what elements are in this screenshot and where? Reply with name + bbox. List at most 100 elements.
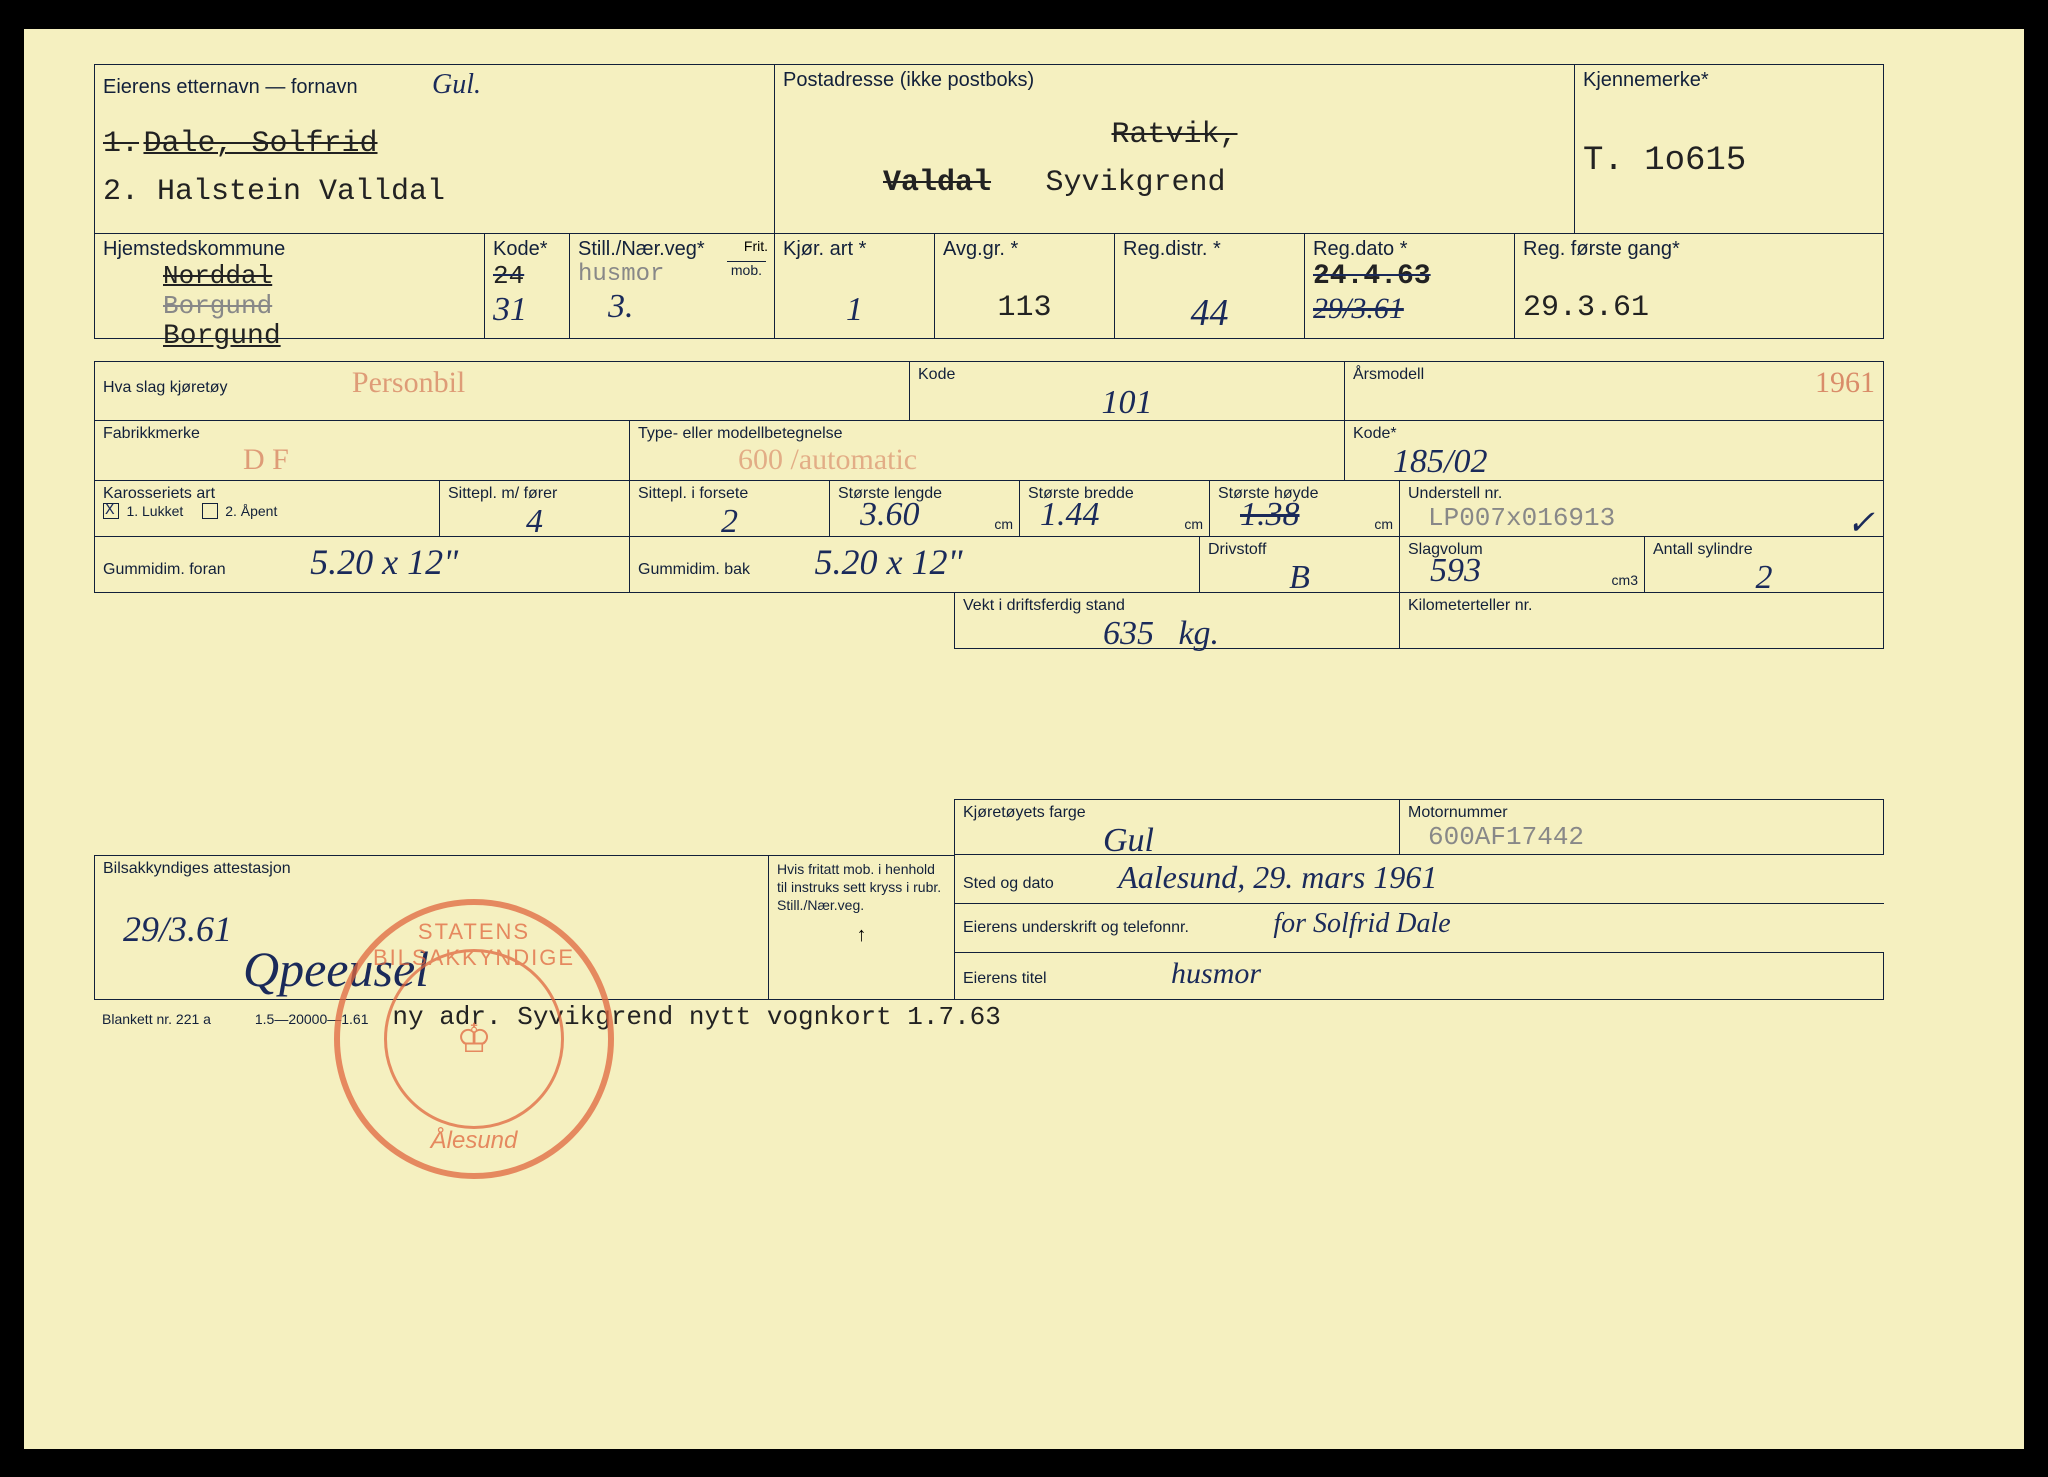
fritatt-text: Hvis fritatt mob. i henhold til instruks… — [777, 860, 946, 915]
farge-label: Kjøretøyets farge — [963, 804, 1086, 821]
lengde-cell: Største lengde 3.60 cm — [829, 481, 1019, 537]
aar-label: Årsmodell — [1353, 366, 1424, 383]
plate-label: Kjennemerke* — [1583, 69, 1709, 91]
bredde-val: 1.44 — [1040, 496, 1100, 534]
owner-name-2: 2. Halstein Valldal — [103, 175, 766, 209]
kaross-label: Karosseriets art — [103, 485, 431, 503]
aar-cell: Årsmodell 1961 — [1344, 361, 1884, 421]
plate-value: T. 1o615 — [1583, 142, 1875, 180]
stamp-crest-icon: ♔ — [384, 949, 564, 1129]
still-val1: husmor — [578, 261, 664, 288]
hva-label: Hva slag kjøretøy — [103, 379, 227, 396]
still-frit: Frit. — [744, 238, 768, 254]
vkode-cell: Kode 101 — [909, 361, 1344, 421]
section-owner: Eierens etternavn — fornavn Gul. 1. Dale… — [94, 64, 1974, 234]
slagv-cell: Slagvolum 593 cm3 — [1399, 537, 1644, 593]
gummi1-cell: Gummidim. foran 5.20 x 12" — [94, 537, 629, 593]
municipality-struck1: Norddal — [163, 261, 272, 291]
kode3-label: Kode* — [1353, 425, 1397, 442]
gummi2-val: 5.20 x 12" — [814, 542, 962, 582]
sitt2-val: 2 — [638, 503, 821, 541]
regdato-val1: 24.4.63 — [1313, 261, 1506, 292]
kaross-opt2: 2. Åpent — [225, 503, 277, 519]
km-cell: Kilometerteller nr. — [1399, 593, 1884, 649]
undersk-label: Eierens underskrift og telefonnr. — [963, 919, 1189, 936]
municipality-cell: Hjemstedskommune Norddal Borgund Borgund — [94, 234, 484, 339]
drivst-val: B — [1208, 559, 1391, 597]
address-line1: Ratvik, — [1111, 118, 1237, 152]
fabr-val: D F — [243, 443, 621, 477]
farge-cell: Kjøretøyets farge Gul — [954, 799, 1399, 855]
vekt-unit: kg. — [1178, 615, 1219, 652]
avg-label: Avg.gr. * — [943, 238, 1018, 260]
sylind-val: 2 — [1653, 559, 1875, 597]
plate-cell: Kjennemerke* T. 1o615 — [1574, 64, 1884, 234]
sylind-label: Antall sylindre — [1653, 541, 1753, 558]
address-line2b: Syvikgrend — [1045, 166, 1225, 200]
hva-cell: Hva slag kjøretøy Personbil — [94, 361, 909, 421]
still-label: Still./Nær.veg* — [578, 238, 705, 260]
sitt2-cell: Sittepl. i forsete 2 — [629, 481, 829, 537]
drivst-label: Drivstoff — [1208, 541, 1266, 558]
hoyde-val: 1.38 — [1240, 496, 1300, 534]
still-cell: Still./Nær.veg* Frit. husmor mob. 3. — [569, 234, 774, 339]
vkode-val: 101 — [918, 384, 1336, 422]
sitt2-label: Sittepl. i forsete — [638, 485, 748, 502]
lengde-val: 3.60 — [860, 496, 920, 534]
hoyde-cell: Største høyde 1.38 cm — [1209, 481, 1399, 537]
owner-name-cell: Eierens etternavn — fornavn Gul. 1. Dale… — [94, 64, 774, 234]
motor-val: 600AF17442 — [1428, 822, 1875, 852]
kjor-cell: Kjør. art * 1 — [774, 234, 934, 339]
stamp-text-top: STATENS BILSAKKYNDIGE — [340, 919, 608, 971]
kode-cell: Kode* 24 31 — [484, 234, 569, 339]
gummi2-cell: Gummidim. bak 5.20 x 12" — [629, 537, 1199, 593]
underst-cell: Understell nr. LP007x016913 ✓ — [1399, 481, 1884, 537]
undersk-cell: Eierens underskrift og telefonnr. for So… — [954, 904, 1884, 953]
kjor-val: 1 — [783, 291, 926, 329]
underst-label: Understell nr. — [1408, 485, 1502, 502]
still-val2: 3. — [608, 288, 766, 326]
address-line2a: Valdal — [883, 166, 991, 200]
lengde-unit: cm — [994, 516, 1013, 532]
attest-label: Bilsakkyndiges attestasjon — [103, 860, 291, 877]
regdistr-cell: Reg.distr. * 44 — [1114, 234, 1304, 339]
kaross-cell: Karosseriets art 1. Lukket 2. Åpent — [94, 481, 439, 537]
kode-val1: 24 — [493, 261, 561, 291]
typemod-cell: Type- eller modellbetegnelse 600 /automa… — [629, 421, 1344, 481]
bredde-cell: Største bredde 1.44 cm — [1019, 481, 1209, 537]
owner-name-note: Gul. — [432, 69, 481, 100]
official-stamp: STATENS BILSAKKYNDIGE ♔ Ålesund — [334, 899, 614, 1179]
kode3-val: 185/02 — [1393, 443, 1875, 481]
typemod-val: 600 /automatic — [738, 443, 1336, 477]
municipality-label: Hjemstedskommune — [103, 238, 285, 260]
slagv-val: 593 — [1430, 552, 1481, 590]
kjor-label: Kjør. art * — [783, 238, 866, 260]
regforste-label: Reg. første gang* — [1523, 238, 1680, 260]
kode-val2: 31 — [493, 291, 561, 329]
aar-val: 1961 — [1815, 366, 1875, 400]
municipality-struck2: Borgund — [163, 291, 272, 321]
regdistr-label: Reg.distr. * — [1123, 238, 1221, 260]
vekt-label: Vekt i driftsferdig stand — [963, 597, 1125, 614]
gummi1-val: 5.20 x 12" — [310, 542, 458, 582]
vekt-val: 635 — [1103, 615, 1154, 652]
blankett-nr: Blankett nr. 221 a — [102, 1011, 211, 1027]
kaross-opt1: 1. Lukket — [126, 503, 183, 519]
motor-cell: Motornummer 600AF17442 — [1399, 799, 1884, 855]
titel-cell: Eierens titel husmor — [954, 953, 1884, 1000]
section-color-motor: Kjøretøyets farge Gul Motornummer 600AF1… — [94, 799, 1974, 855]
address-cell: Postadresse (ikke postboks) Ratvik, Vald… — [774, 64, 1574, 234]
regdato-val2: 29/3.61 — [1313, 292, 1506, 326]
steddato-cell: Sted og dato Aalesund, 29. mars 1961 — [954, 855, 1884, 904]
fabr-label: Fabrikkmerke — [103, 425, 200, 442]
gummi2-label: Gummidim. bak — [638, 561, 750, 578]
fabr-cell: Fabrikkmerke D F — [94, 421, 629, 481]
steddato-label: Sted og dato — [963, 875, 1054, 892]
avg-cell: Avg.gr. * 113 — [934, 234, 1114, 339]
km-label: Kilometerteller nr. — [1408, 597, 1533, 614]
kode3-cell: Kode* 185/02 — [1344, 421, 1884, 481]
stamp-text-bottom: Ålesund — [340, 1127, 608, 1155]
municipality-value: Borgund — [163, 321, 281, 352]
undersk-val: for Solfrid Dale — [1273, 908, 1450, 939]
section-vehicle: Hva slag kjøretøy Personbil Kode 101 Års… — [94, 361, 1974, 649]
